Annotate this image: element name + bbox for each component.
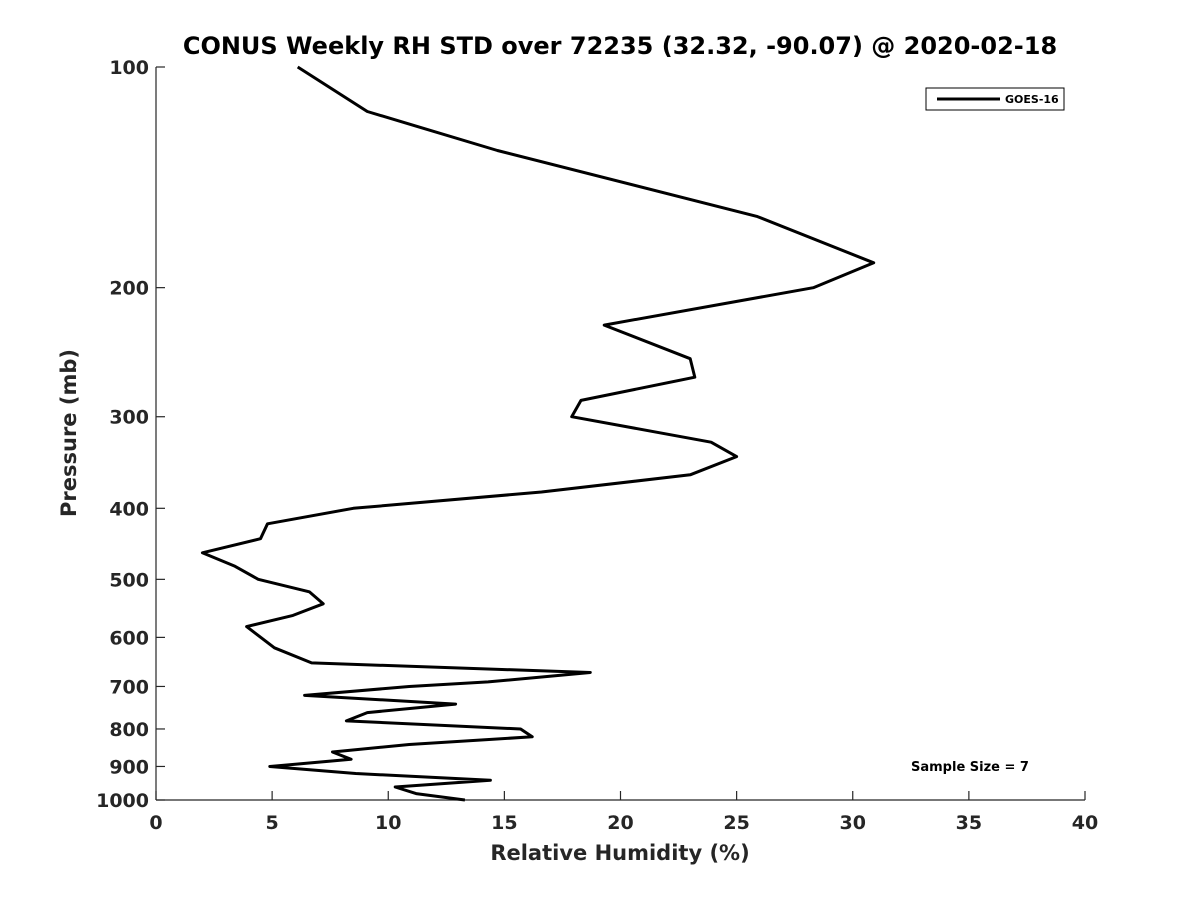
legend: GOES-16 <box>925 87 1065 111</box>
y-tick-label: 600 <box>109 627 149 649</box>
x-tick-label: 35 <box>956 812 982 834</box>
y-tick-label: 800 <box>109 719 149 741</box>
series-lines <box>200 65 876 802</box>
y-axis-label: Pressure (mb) <box>57 349 81 517</box>
y-tick-label: 100 <box>109 57 149 79</box>
x-tick-label: 40 <box>1072 812 1098 834</box>
chart-title: CONUS Weekly RH STD over 72235 (32.32, -… <box>183 32 1057 60</box>
x-tick-label: 20 <box>607 812 633 834</box>
y-tick-label: 300 <box>109 407 149 429</box>
y-ticks: 100 200 300 400 500 600 700 800 900 1000 <box>96 57 165 812</box>
axes <box>155 67 1085 801</box>
x-ticks: 0 5 10 15 20 25 30 35 40 <box>149 791 1098 834</box>
y-tick-label: 1000 <box>96 790 149 812</box>
y-tick-label: 700 <box>109 676 149 698</box>
y-tick-label: 900 <box>109 756 149 778</box>
x-tick-label: 30 <box>840 812 866 834</box>
legend-label: GOES-16 <box>1005 93 1059 106</box>
x-tick-label: 5 <box>266 812 279 834</box>
sample-size-annotation: Sample Size = 7 <box>911 760 1029 775</box>
y-tick-label: 200 <box>109 278 149 300</box>
x-tick-label: 0 <box>149 812 162 834</box>
x-tick-label: 25 <box>723 812 749 834</box>
x-tick-label: 15 <box>491 812 517 834</box>
series-line <box>200 65 876 802</box>
x-tick-label: 10 <box>375 812 401 834</box>
x-axis-label: Relative Humidity (%) <box>490 841 749 865</box>
y-tick-label: 500 <box>109 569 149 591</box>
y-tick-label: 400 <box>109 498 149 520</box>
